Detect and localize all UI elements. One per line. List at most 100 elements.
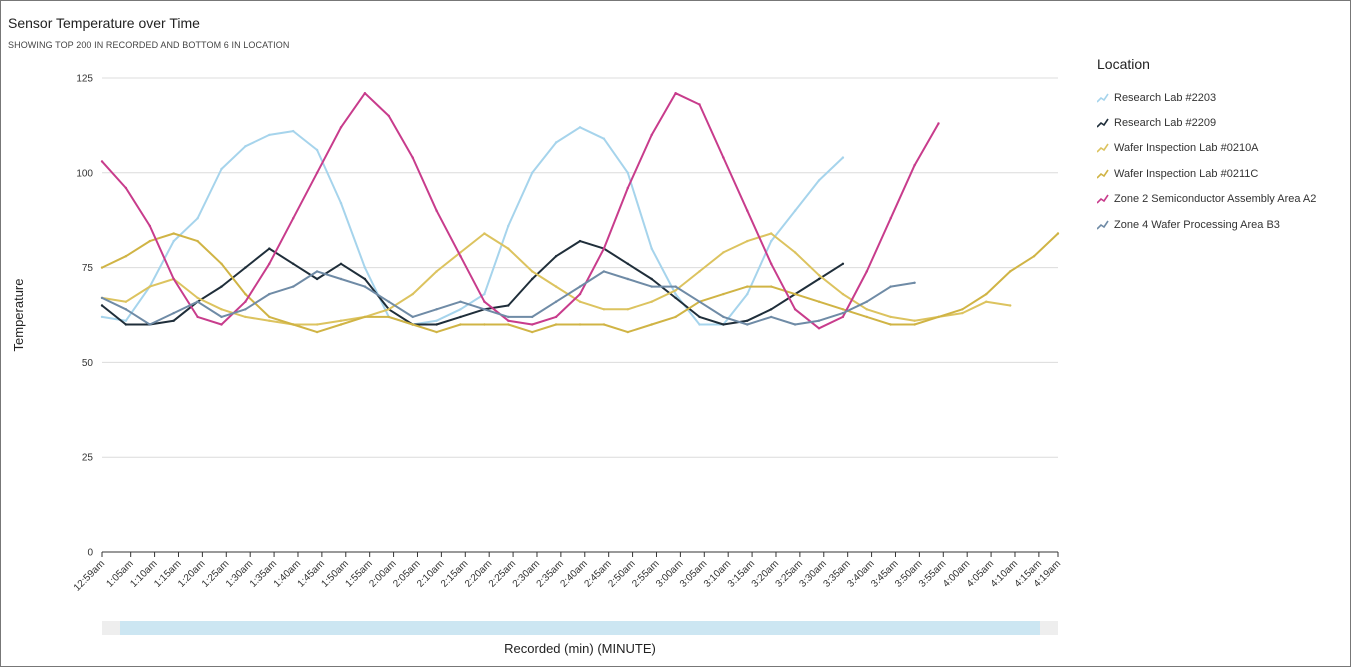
series-point <box>196 300 199 303</box>
series-point <box>483 300 486 303</box>
series-point <box>244 315 247 319</box>
series-point <box>817 277 821 281</box>
legend-items: Research Lab #2203 Research Lab #2209 Wafe… <box>1097 85 1347 237</box>
series-point <box>841 311 845 315</box>
series-point <box>268 133 271 137</box>
series-point <box>339 201 343 205</box>
series-point <box>865 300 868 303</box>
series-point <box>411 323 414 326</box>
y-axis-label: Temperature <box>11 279 26 352</box>
series-point <box>435 270 438 273</box>
series-point <box>148 224 151 228</box>
series-point <box>1009 304 1012 307</box>
series-point <box>411 315 414 319</box>
series-point <box>626 330 629 334</box>
series-point <box>148 239 151 243</box>
series-point <box>817 300 821 303</box>
y-tick-label: 50 <box>82 358 94 369</box>
series-point <box>148 323 151 326</box>
series-point <box>172 319 175 322</box>
series-point <box>268 292 271 296</box>
series-point <box>913 281 916 284</box>
series-point <box>507 247 510 250</box>
series-point <box>746 209 749 212</box>
legend-title: Location <box>1097 56 1150 72</box>
x-tick-label: 12:59am <box>72 558 107 593</box>
series-point <box>268 262 271 265</box>
series-point <box>841 156 845 159</box>
series-point <box>244 292 247 296</box>
series-1 <box>100 126 845 326</box>
series-point <box>746 239 749 243</box>
series-point <box>196 239 199 243</box>
series-point <box>100 315 104 319</box>
series-point <box>674 292 677 296</box>
series-line <box>101 240 844 326</box>
series-point <box>554 285 558 288</box>
series-point <box>124 308 128 311</box>
legend-item-label: Wafer Inspection Lab #0210A <box>1114 142 1259 155</box>
series-point <box>865 270 868 273</box>
series-point <box>626 186 629 190</box>
series-2 <box>100 239 845 326</box>
series-point <box>292 262 295 265</box>
series-point <box>674 296 677 300</box>
series-point <box>913 323 916 326</box>
series-point <box>746 292 749 296</box>
legend-item[interactable]: Research Lab #2203 <box>1097 85 1347 110</box>
series-point <box>554 315 558 319</box>
series-point <box>746 323 749 326</box>
series-point <box>220 308 223 311</box>
series-point <box>124 186 128 190</box>
series-point <box>770 285 773 288</box>
series-5 <box>100 92 940 330</box>
series-point <box>889 285 892 288</box>
series-point <box>985 300 988 303</box>
series-point <box>626 262 629 265</box>
chart-subtitle: SHOWING TOP 200 IN RECORDED AND BOTTOM 6… <box>8 40 290 50</box>
series-point <box>698 300 701 303</box>
series-point <box>817 274 821 277</box>
series-point <box>698 323 701 326</box>
series-point <box>793 209 797 212</box>
legend-item[interactable]: Wafer Inspection Lab #0211C <box>1097 161 1347 186</box>
legend-item-label: Research Lab #2203 <box>1114 91 1217 104</box>
series-point <box>435 323 438 326</box>
series-point <box>292 217 295 220</box>
range-scrollbar[interactable] <box>102 621 1058 635</box>
series-point <box>602 323 606 326</box>
series-point <box>889 315 892 319</box>
series-point <box>387 300 390 303</box>
series-point <box>196 296 199 300</box>
legend-item-label: Zone 2 Semiconductor Assembly Area A2 <box>1114 193 1317 206</box>
legend-swatch-icon <box>1097 220 1109 230</box>
series-point <box>531 270 534 273</box>
series-point <box>292 323 295 326</box>
chart-title: Sensor Temperature over Time <box>8 15 200 31</box>
series-point <box>100 296 104 300</box>
series-point <box>889 217 892 220</box>
series-point <box>578 300 582 303</box>
series-point <box>1032 255 1036 258</box>
legend-item[interactable]: Zone 4 Wafer Processing Area B3 <box>1097 212 1347 237</box>
series-point <box>674 289 677 292</box>
series-point <box>124 319 128 322</box>
series-point <box>124 323 128 326</box>
series-point <box>865 315 868 319</box>
series-point <box>841 315 845 319</box>
series-point <box>244 145 247 148</box>
legend-item[interactable]: Wafer Inspection Lab #0210A <box>1097 136 1347 161</box>
series-point <box>817 319 821 322</box>
legend-item[interactable]: Zone 2 Semiconductor Assembly Area A2 <box>1097 187 1347 212</box>
series-point <box>124 255 128 258</box>
series-point <box>985 292 988 296</box>
series-point <box>459 255 462 258</box>
series-point <box>100 266 104 269</box>
series-point <box>554 141 558 144</box>
series-point <box>626 308 629 311</box>
legend-item[interactable]: Research Lab #2209 <box>1097 110 1347 135</box>
series-point <box>770 315 773 319</box>
series-point <box>459 323 462 326</box>
series-point <box>770 308 773 311</box>
legend-item-label: Research Lab #2209 <box>1114 117 1217 130</box>
